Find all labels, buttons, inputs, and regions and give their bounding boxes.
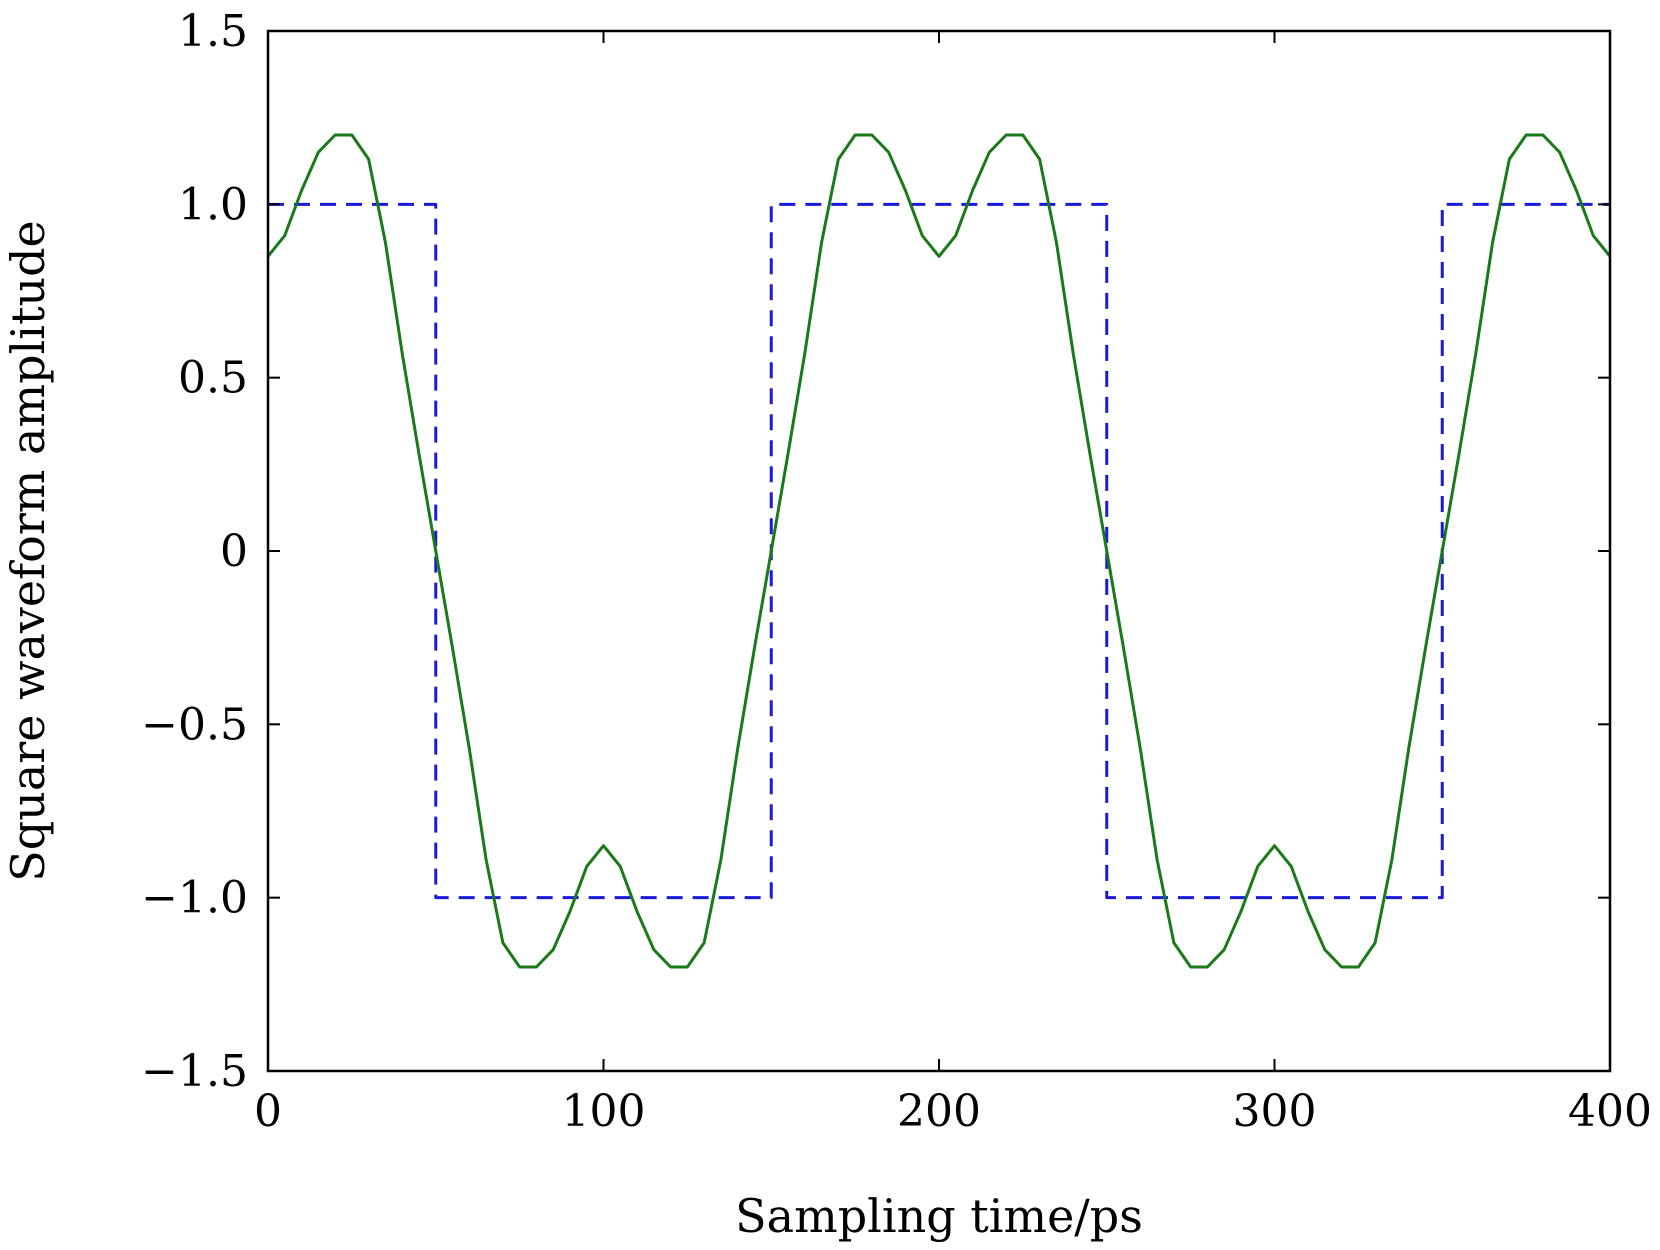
x-tick-label: 100 [562,1086,646,1137]
x-tick-label: 200 [897,1086,981,1137]
y-axis-title: Square waveform amplitude [1,220,55,882]
series-layer [266,133,1612,969]
y-tick-label: −0.5 [141,699,248,750]
series-line-2 [266,133,1612,969]
y-tick-label: −1.5 [141,1046,248,1097]
x-axis-title: Sampling time/ps [735,1189,1143,1243]
y-tick-label: 0 [220,526,248,577]
x-tick-label: 300 [1233,1086,1317,1137]
x-tick-label: 0 [254,1086,282,1137]
y-tick-label: 0.5 [178,353,248,404]
y-tick-label: 1.0 [178,179,248,230]
plot-frame [266,29,1612,1073]
x-tick-label: 400 [1568,1086,1652,1137]
tick-layer: 0 100 200 300 400 1.5 1.0 0.5 0 −0.5 −1.0 −1.5 [141,6,1652,1137]
y-tick-label: 1.5 [178,6,248,57]
y-tick-label: −1.0 [141,873,248,924]
